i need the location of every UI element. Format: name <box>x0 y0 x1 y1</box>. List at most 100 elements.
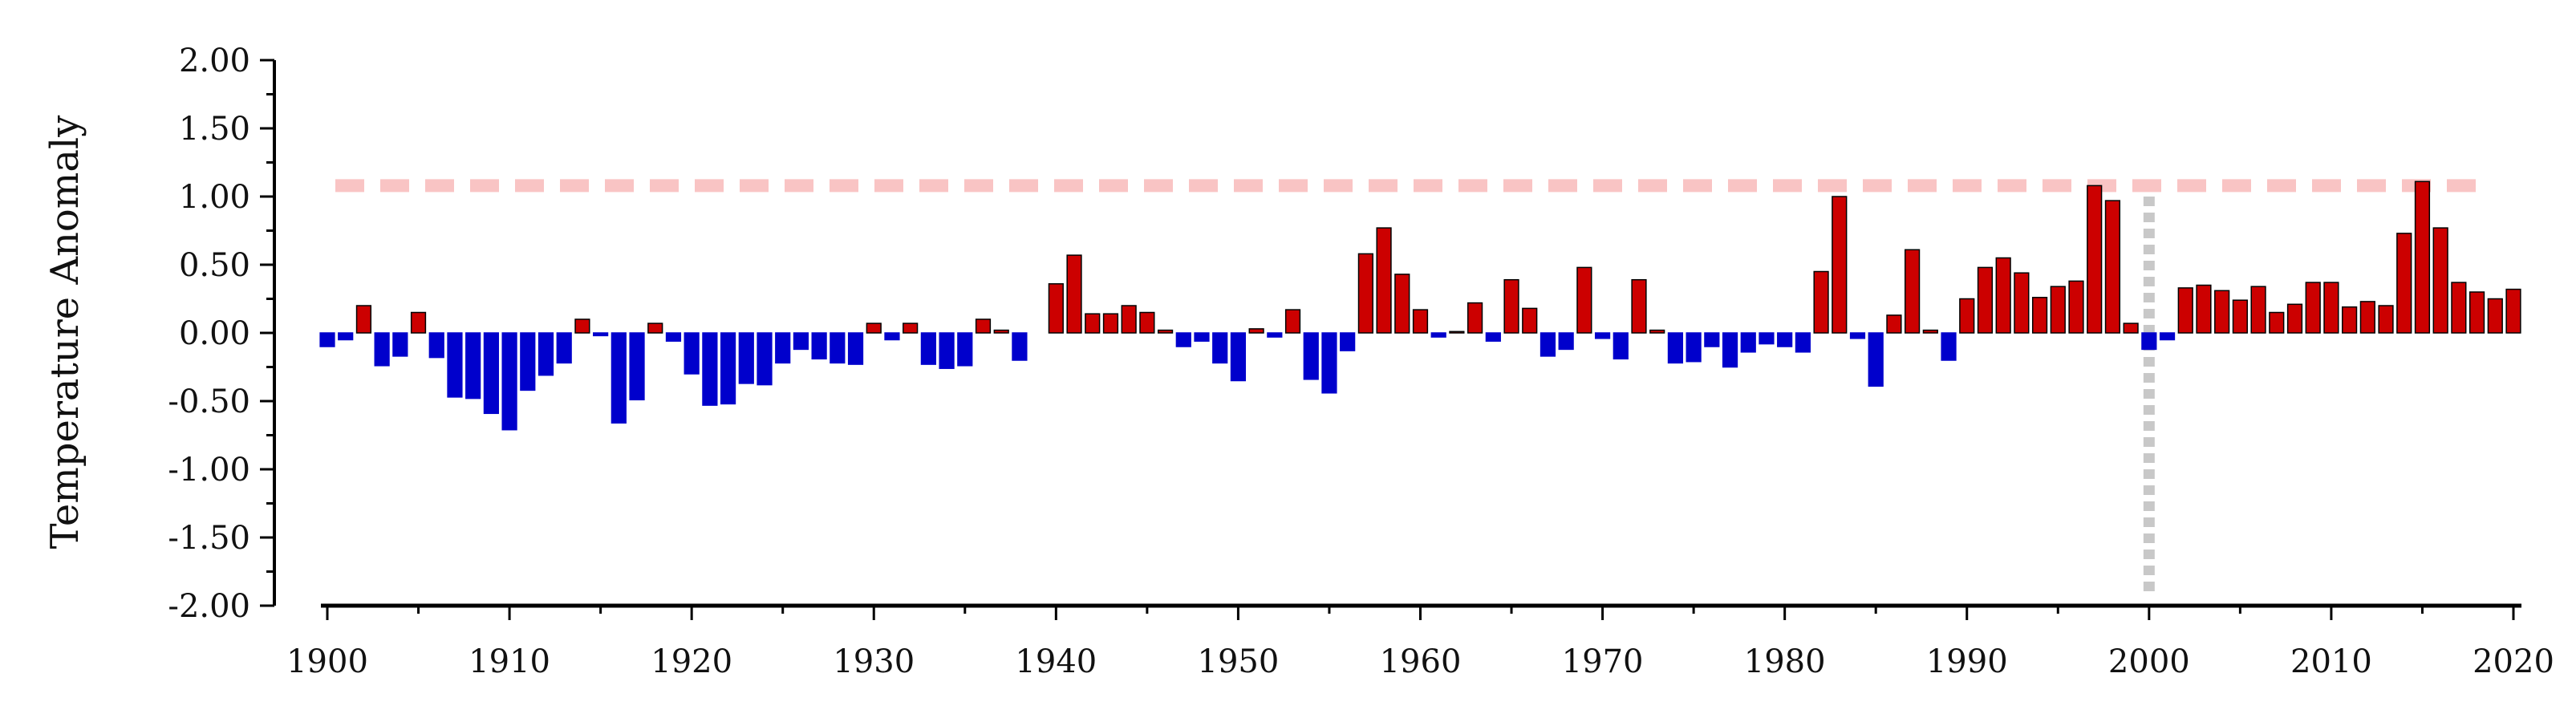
bar-1968 <box>1558 332 1574 351</box>
bar-1987 <box>1905 249 1921 334</box>
bar-1901 <box>338 332 354 341</box>
bar-1905 <box>410 311 427 334</box>
bar-1945 <box>1139 311 1155 334</box>
bar-1972 <box>1631 278 1647 334</box>
bar-1958 <box>1376 227 1392 334</box>
bar-1906 <box>428 332 444 359</box>
bar-1936 <box>975 318 992 334</box>
bar-1980 <box>1777 332 1793 347</box>
bar-1917 <box>629 332 645 401</box>
bar-2015 <box>2414 180 2431 334</box>
y-tick-label: -1.50 <box>168 520 250 557</box>
bar-1950 <box>1230 332 1247 382</box>
bar-2012 <box>2359 301 2375 334</box>
x-tick-label: 1900 <box>286 643 368 680</box>
bar-1943 <box>1102 313 1119 334</box>
bar-1925 <box>775 332 791 364</box>
bar-2008 <box>2286 303 2303 334</box>
x-tick-label: 1930 <box>833 643 915 680</box>
bar-1962 <box>1449 331 1465 334</box>
bar-1927 <box>811 332 827 360</box>
axes: 2.00 1.50 1.00 0.50 0.00 -0.50 -1.00 -1.50 -2.00… <box>168 43 2554 680</box>
bar-1946 <box>1157 329 1174 334</box>
x-tick-label: 2010 <box>2290 643 2372 680</box>
bar-1908 <box>465 332 481 400</box>
x-tick-label: 1960 <box>1380 643 1462 680</box>
y-tick-label: -1.00 <box>168 452 250 489</box>
bar-2009 <box>2305 282 2321 334</box>
bar-1900 <box>319 332 335 347</box>
bar-1940 <box>1048 283 1064 334</box>
bar-1997 <box>2087 185 2103 334</box>
bar-1957 <box>1357 253 1373 334</box>
bar-2020 <box>2505 288 2521 334</box>
x-tick-label: 1970 <box>1562 643 1644 680</box>
bar-2003 <box>2196 284 2212 334</box>
bar-1974 <box>1667 332 1684 364</box>
bar-1913 <box>556 332 572 364</box>
bar-1954 <box>1303 332 1319 380</box>
bar-1922 <box>720 332 736 405</box>
bar-2014 <box>2396 233 2412 334</box>
bar-1998 <box>2104 200 2121 334</box>
bar-1975 <box>1686 332 1702 363</box>
bar-1944 <box>1121 305 1137 334</box>
bar-1977 <box>1722 332 1738 368</box>
bar-2005 <box>2232 299 2248 334</box>
bar-1999 <box>2123 322 2139 334</box>
bar-1981 <box>1795 332 1811 353</box>
bar-1996 <box>2068 280 2084 334</box>
bar-2006 <box>2250 286 2266 334</box>
bar-2001 <box>2159 332 2176 341</box>
bar-1912 <box>538 332 554 376</box>
bar-series <box>319 180 2521 431</box>
bar-1909 <box>483 332 499 415</box>
bar-1914 <box>574 318 590 334</box>
bar-1969 <box>1576 266 1592 334</box>
x-tick-label: 1920 <box>651 643 732 680</box>
bar-1966 <box>1522 307 1538 334</box>
bar-2017 <box>2451 282 2467 334</box>
bar-1947 <box>1175 332 1191 347</box>
y-tick-label: -2.00 <box>168 588 250 625</box>
bar-2002 <box>2177 287 2193 334</box>
bar-1926 <box>793 332 809 351</box>
bar-2013 <box>2378 305 2394 334</box>
bar-1971 <box>1613 332 1629 360</box>
bar-1934 <box>939 332 955 369</box>
bar-1984 <box>1849 332 1866 339</box>
bar-1921 <box>702 332 718 406</box>
bar-1993 <box>2014 272 2030 334</box>
bar-2000 <box>2141 332 2157 351</box>
y-tick-label: -0.50 <box>168 383 250 420</box>
bar-1928 <box>830 332 846 364</box>
bar-1916 <box>611 332 627 424</box>
bar-1955 <box>1321 332 1337 394</box>
bar-1960 <box>1412 309 1429 334</box>
bar-1953 <box>1284 309 1301 334</box>
bar-1990 <box>1959 298 1975 334</box>
x-tick-label: 1980 <box>1744 643 1826 680</box>
bar-1903 <box>374 332 390 367</box>
bar-1979 <box>1759 332 1775 345</box>
bar-2019 <box>2487 298 2503 334</box>
bar-1988 <box>1922 329 1938 334</box>
bar-1935 <box>957 332 973 367</box>
bar-1951 <box>1248 328 1264 334</box>
bar-1919 <box>665 332 682 342</box>
bar-1949 <box>1212 332 1228 364</box>
bar-2004 <box>2214 290 2230 334</box>
y-axis-title: Temperature Anomaly <box>43 116 87 550</box>
bar-1948 <box>1194 332 1210 342</box>
bar-2007 <box>2269 311 2285 334</box>
bar-1983 <box>1832 196 1848 334</box>
bar-1976 <box>1704 332 1720 347</box>
x-tick-label: 1990 <box>1926 643 2008 680</box>
bar-1970 <box>1594 332 1611 339</box>
x-tick-label: 2000 <box>2108 643 2190 680</box>
bar-1959 <box>1394 274 1410 334</box>
y-tick-label: 2.00 <box>179 43 250 79</box>
bar-2010 <box>2323 282 2339 334</box>
bar-1923 <box>738 332 754 384</box>
